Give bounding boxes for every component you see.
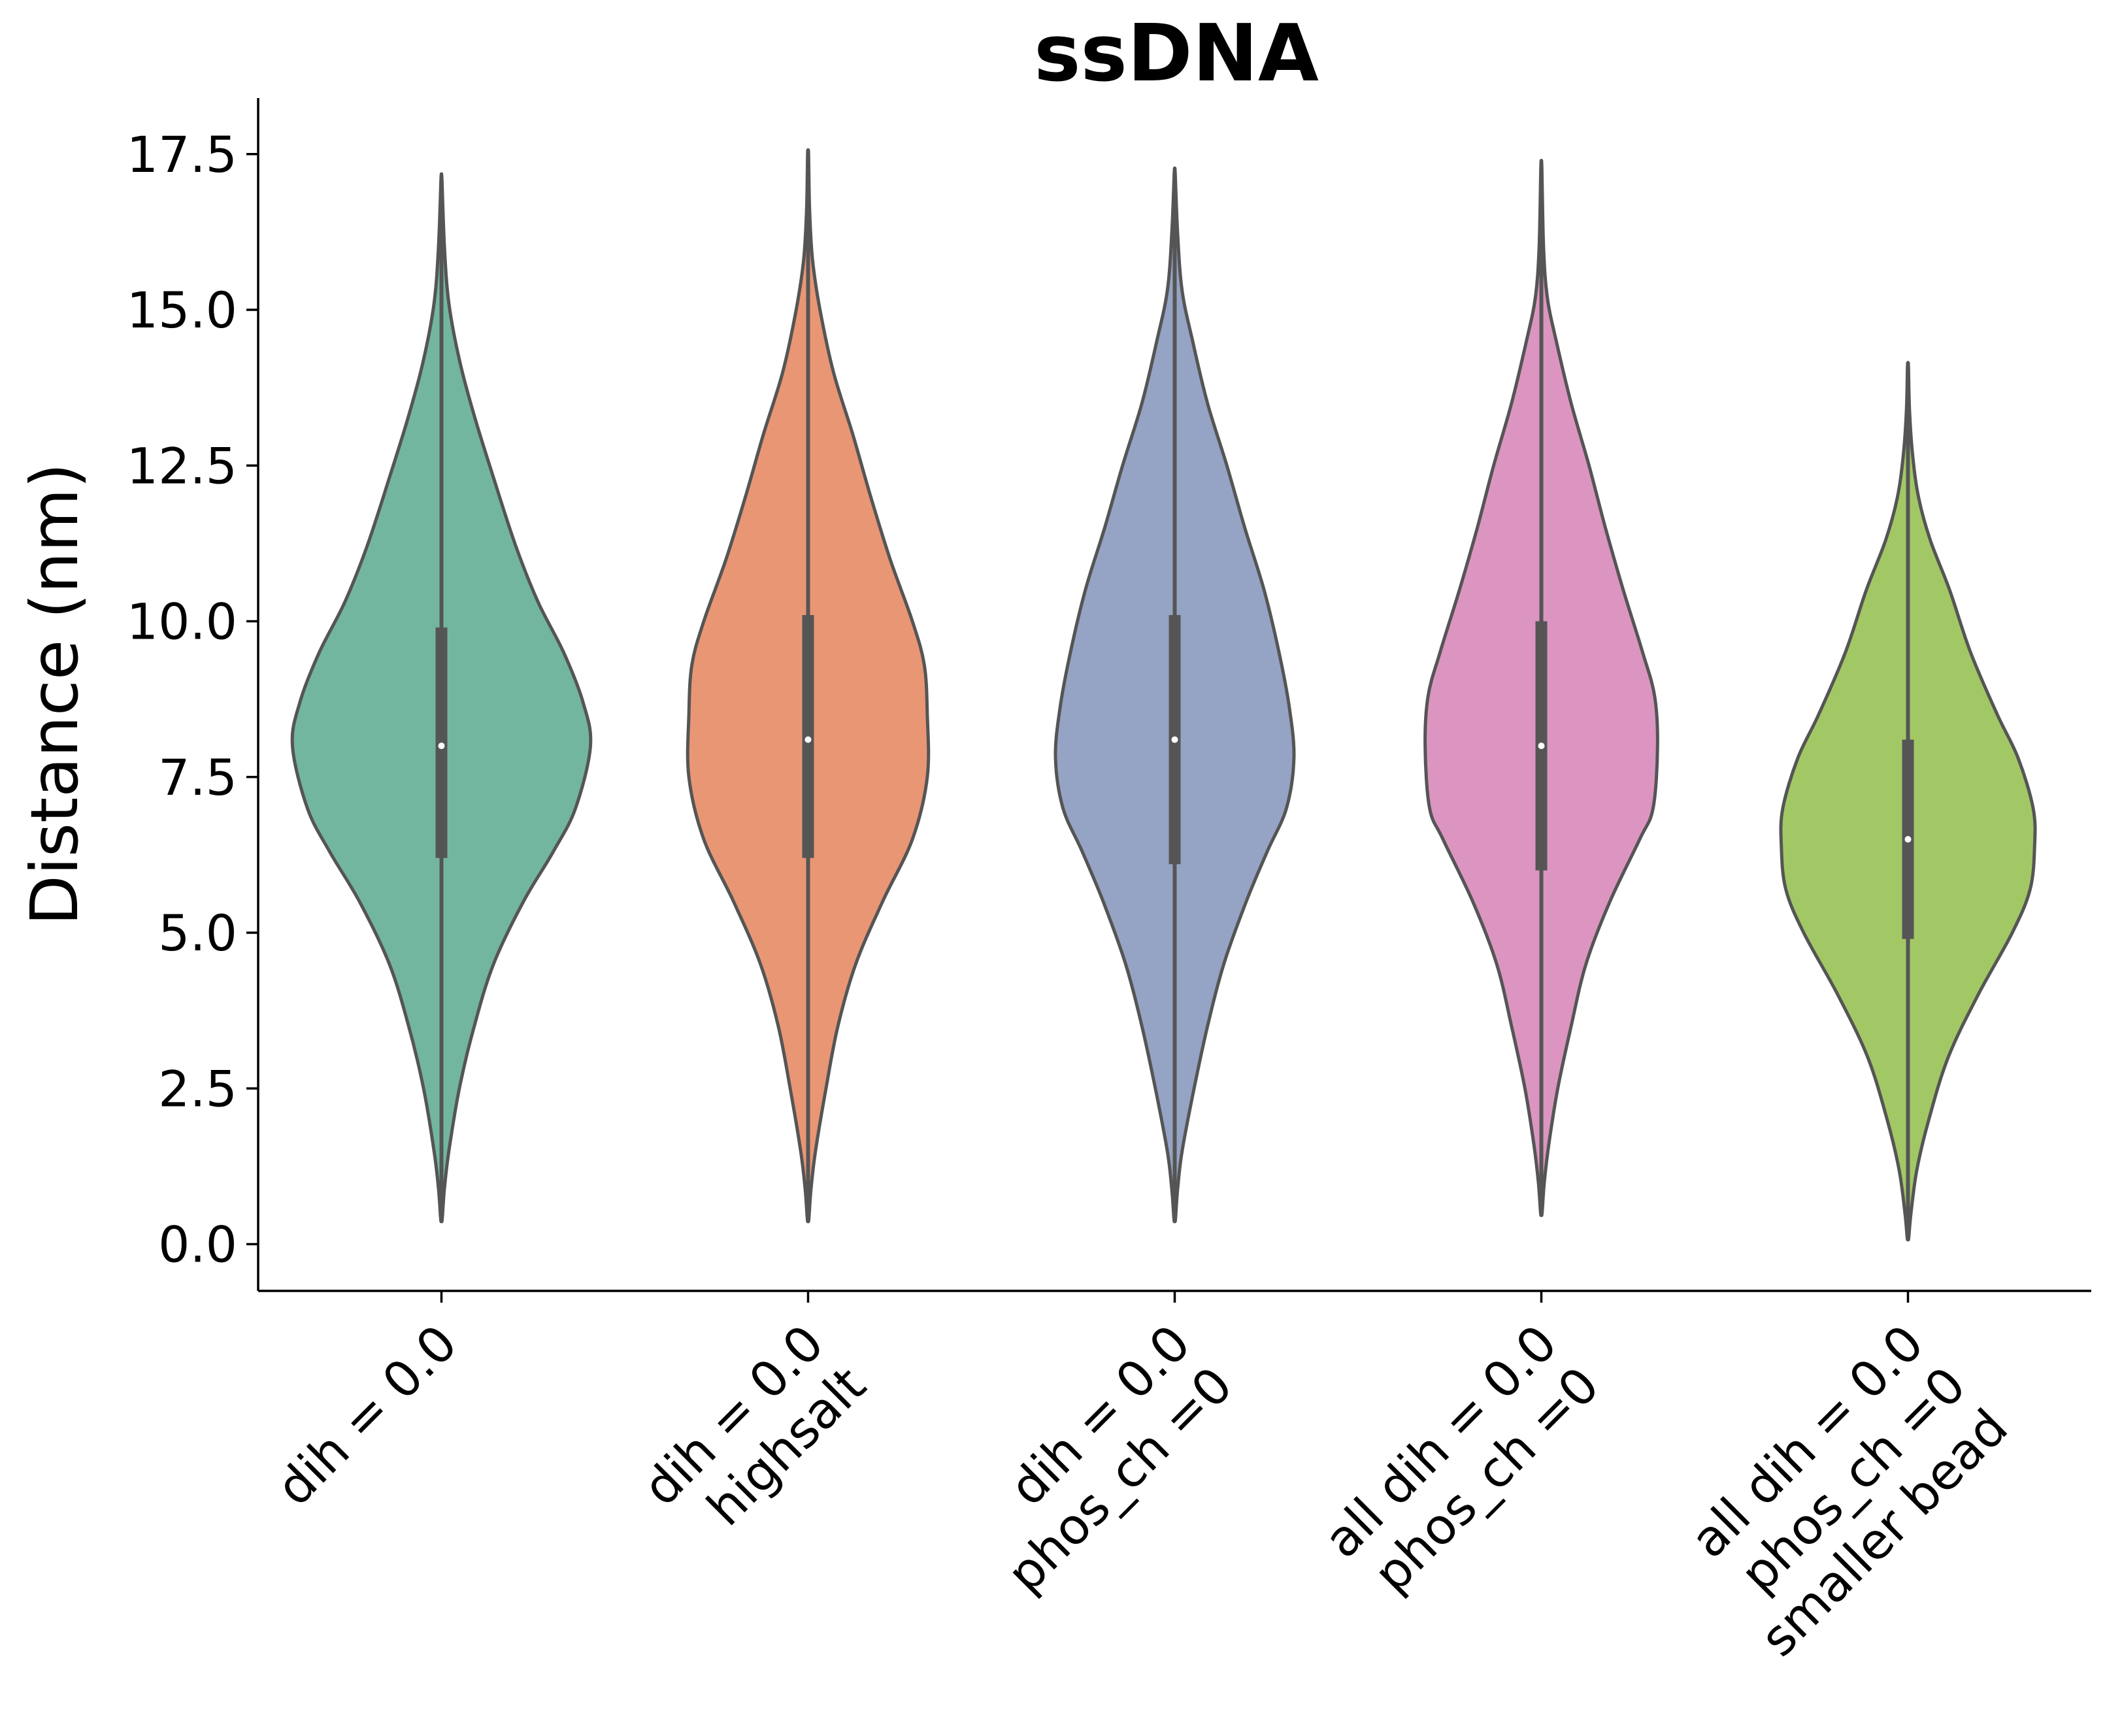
x-tick-label: dih = 0.0phos_ch =0	[953, 1314, 1243, 1603]
x-tick-label: dih = 0.0	[265, 1314, 469, 1517]
x-tick-label-line: dih = 0.0	[265, 1314, 469, 1517]
y-tick-label: 5.0	[158, 904, 237, 962]
violins-group	[290, 148, 2037, 1242]
x-tick-label: dih = 0.0highsalt	[632, 1314, 877, 1559]
violin-1	[290, 172, 593, 1224]
y-tick-label: 15.0	[127, 281, 237, 339]
violin-3	[1053, 166, 1296, 1224]
x-tick-label: all dih = 0.0phos_ch =0	[1313, 1314, 1610, 1611]
chart-title: ssDNA	[1034, 8, 1319, 99]
median-dot-1	[438, 743, 445, 750]
median-dot-5	[1904, 836, 1912, 843]
y-tick-label: 2.5	[158, 1060, 237, 1118]
y-tick-label: 0.0	[158, 1216, 237, 1274]
median-dot-4	[1538, 743, 1545, 750]
median-dot-3	[1171, 736, 1178, 743]
y-tick-label: 7.5	[158, 748, 237, 807]
y-tick-label: 17.5	[127, 125, 237, 184]
y-tick-label: 10.0	[127, 593, 237, 651]
violin-2	[686, 148, 931, 1224]
violin-5	[1779, 361, 2037, 1242]
median-dot-2	[804, 736, 812, 743]
y-tick-label: 12.5	[127, 437, 237, 495]
y-axis-label: Distance (nm)	[16, 463, 93, 926]
x-tick-label: all dih = 0.0phos_ch =0smaller bead	[1665, 1314, 2019, 1667]
violin-4	[1423, 159, 1659, 1217]
